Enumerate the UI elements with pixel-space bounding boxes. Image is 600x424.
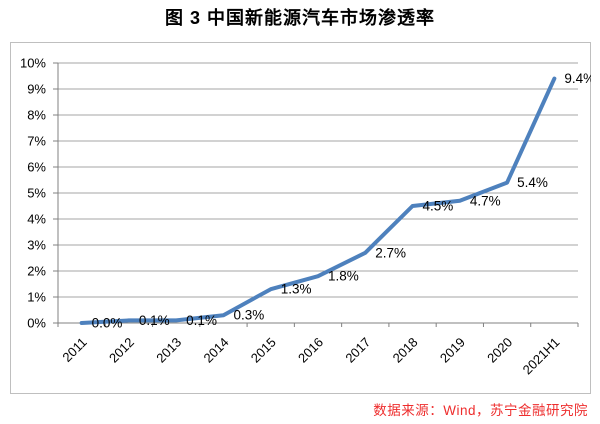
y-tick-label: 10%: [20, 56, 46, 71]
data-label: 1.3%: [281, 282, 312, 297]
y-tick-label: 8%: [27, 108, 46, 123]
y-tick-label: 6%: [27, 160, 46, 175]
y-tick-label: 4%: [27, 212, 46, 227]
data-label: 9.4%: [564, 71, 591, 86]
data-label: 1.8%: [328, 269, 359, 284]
data-label: 0.1%: [186, 313, 217, 328]
series-line: [79, 76, 557, 325]
y-tick-label: 9%: [27, 82, 46, 97]
chart-border: [10, 42, 591, 394]
data-label: 4.5%: [423, 199, 454, 214]
y-tick-label: 1%: [27, 290, 46, 305]
data-label: 0.3%: [233, 308, 264, 323]
chart-title: 图 3 中国新能源汽车市场渗透率: [164, 8, 435, 28]
y-tick-label: 0%: [27, 316, 46, 331]
data-label: 0.0%: [92, 316, 123, 331]
y-tick-label: 7%: [27, 134, 46, 149]
y-tick-label: 2%: [27, 264, 46, 279]
data-label: 2.7%: [375, 245, 406, 260]
data-label: 4.7%: [470, 193, 501, 208]
y-tick-label: 5%: [27, 186, 46, 201]
data-label: 5.4%: [517, 175, 548, 190]
y-tick-label: 3%: [27, 238, 46, 253]
chart-svg: 0%1%2%3%4%5%6%7%8%9%10%2011 2012 2013 2014 2…: [10, 42, 591, 394]
data-label: 0.1%: [139, 313, 170, 328]
data-source-note: 数据来源：Wind，苏宁金融研究院: [373, 403, 588, 418]
